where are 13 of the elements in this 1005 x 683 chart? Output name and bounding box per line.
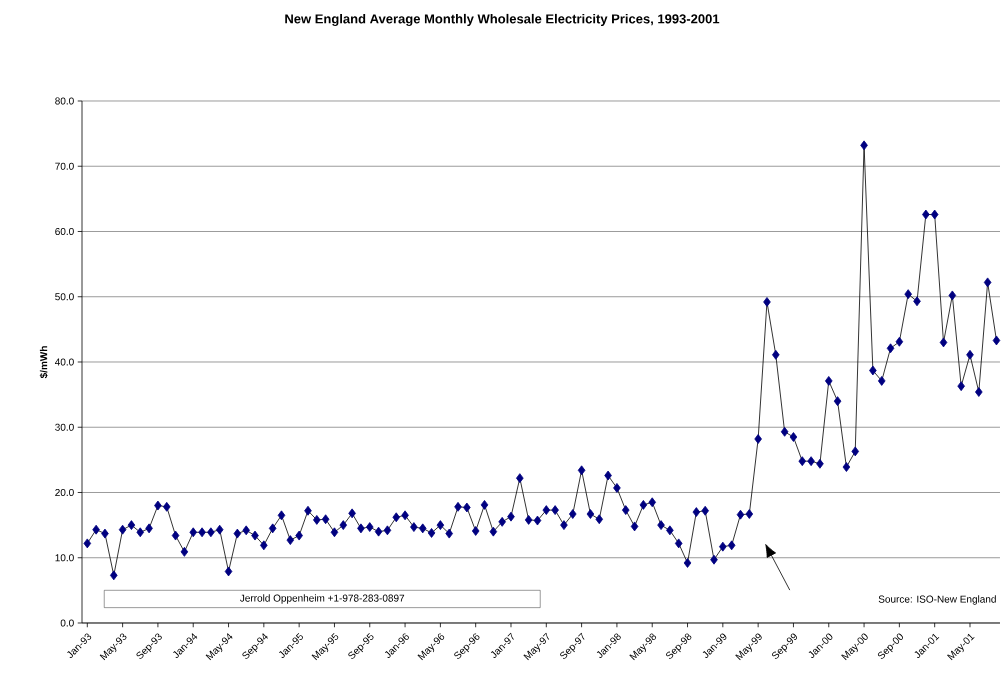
y-tick-label: 0.0 <box>60 619 74 627</box>
y-tick-label: 60.0 <box>55 227 74 236</box>
y-tick-label: 80.0 <box>55 97 74 105</box>
annotation: Source: ISO-New England <box>878 595 996 605</box>
y-tick-label: 40.0 <box>54 358 74 366</box>
y-tick-label: 20.0 <box>55 488 74 497</box>
y-tick-label: 30.0 <box>55 423 74 431</box>
chart-title: New England Average Monthly Wholesale Electricity Prices, 1993-2001 <box>285 13 720 27</box>
y-tick-label: 10.0 <box>55 554 74 562</box>
y-tick-label: 50.0 <box>55 293 74 301</box>
y-tick-label: 70.0 <box>55 162 74 170</box>
annotation: Jerrold Oppenheim +1-978-283-0897 <box>239 594 405 604</box>
y-axis-title: $/mWh <box>39 346 48 379</box>
